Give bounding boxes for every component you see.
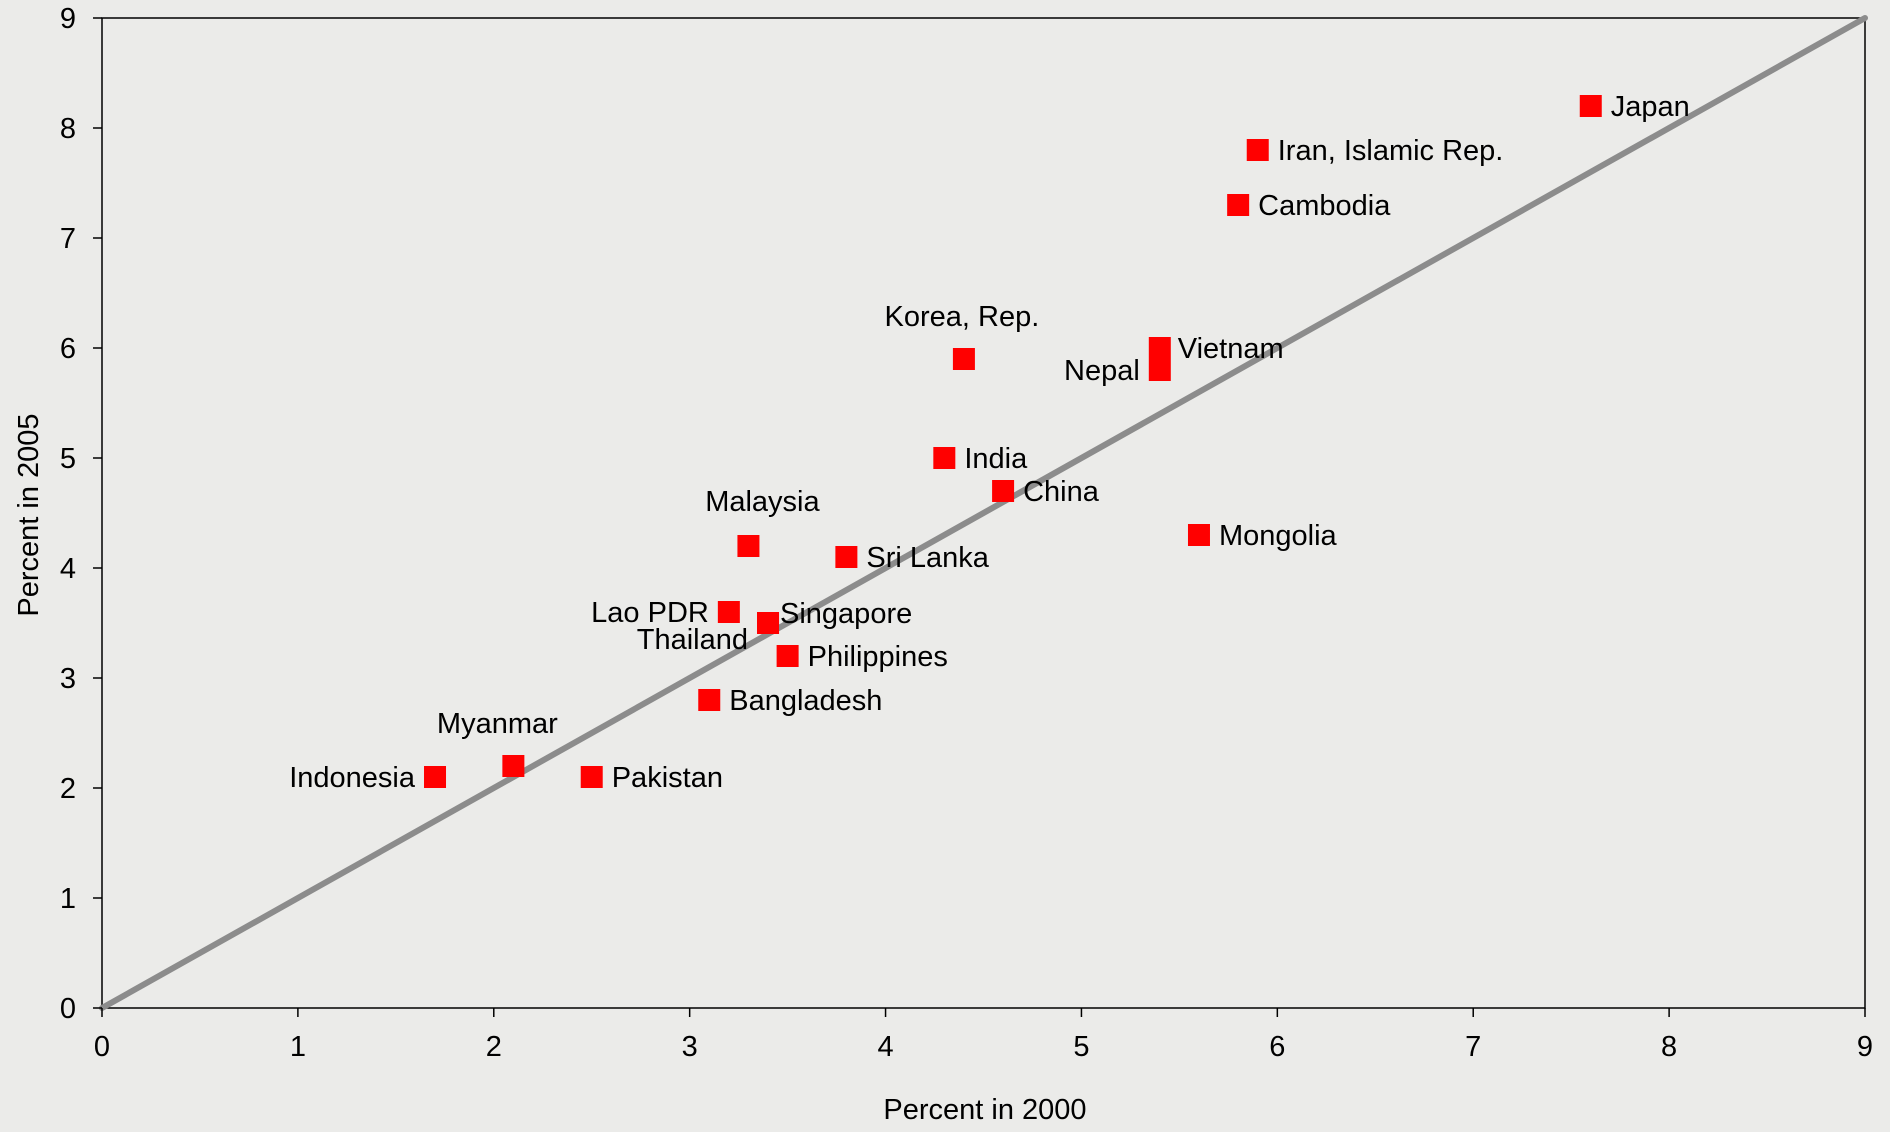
point-label: Singapore bbox=[780, 598, 912, 630]
point-label: Iran, Islamic Rep. bbox=[1278, 135, 1504, 167]
reference-line bbox=[99, 15, 1868, 1011]
data-point bbox=[717, 601, 740, 623]
data-point bbox=[1148, 359, 1171, 381]
labels-layer: Japan Iran, Islamic Rep. Cambodia Korea, Re… bbox=[289, 91, 1690, 794]
point-label: Myanmar bbox=[437, 708, 558, 740]
point-label: Pakistan bbox=[612, 762, 723, 794]
y-axis-title: Percent in 2005 bbox=[13, 413, 45, 616]
data-point bbox=[580, 766, 603, 788]
data-point bbox=[424, 766, 447, 788]
data-point bbox=[1148, 337, 1171, 359]
plot-area bbox=[101, 17, 1866, 1009]
x-tick-label: 8 bbox=[1661, 1031, 1677, 1063]
point-label: Mongolia bbox=[1219, 520, 1338, 552]
data-point bbox=[1579, 95, 1602, 117]
data-point bbox=[757, 612, 780, 634]
point-label: Vietnam bbox=[1178, 333, 1284, 365]
point-label: Philippines bbox=[808, 641, 948, 673]
points-layer bbox=[424, 95, 1602, 788]
y-tick-label: 2 bbox=[60, 773, 76, 805]
y-tick-label: 9 bbox=[60, 3, 76, 35]
data-point bbox=[776, 645, 799, 667]
x-tick-label: 2 bbox=[486, 1031, 502, 1063]
point-label: Cambodia bbox=[1258, 190, 1391, 222]
data-point bbox=[952, 348, 975, 370]
reference-line-layer bbox=[99, 15, 1868, 1011]
data-point bbox=[933, 447, 956, 469]
point-label: China bbox=[1023, 476, 1100, 508]
point-label: Bangladesh bbox=[729, 685, 882, 717]
point-label: Korea, Rep. bbox=[885, 301, 1040, 333]
y-tick-label: 0 bbox=[60, 993, 76, 1025]
axes-layer: 0 1 2 3 4 5 6 7 8 9 0 1 2 3 4 5 6 7 8 9 bbox=[60, 3, 1873, 1063]
point-label: Indonesia bbox=[289, 762, 416, 794]
x-tick-label: 1 bbox=[290, 1031, 306, 1063]
point-label: Japan bbox=[1611, 91, 1690, 123]
point-label: Thailand bbox=[637, 624, 748, 656]
plot-frame bbox=[101, 17, 1866, 1009]
data-point bbox=[1227, 194, 1250, 216]
x-axis-title: Percent in 2000 bbox=[883, 1094, 1086, 1126]
point-label: India bbox=[964, 443, 1028, 475]
x-tick-label: 7 bbox=[1465, 1031, 1481, 1063]
y-tick-label: 3 bbox=[60, 663, 76, 695]
x-tick-label: 4 bbox=[877, 1031, 893, 1063]
x-tick-label: 9 bbox=[1857, 1031, 1873, 1063]
data-point bbox=[737, 535, 760, 557]
point-label: Sri Lanka bbox=[866, 542, 989, 574]
data-point bbox=[502, 755, 525, 777]
point-label: Malaysia bbox=[705, 486, 820, 518]
data-point bbox=[1246, 139, 1269, 161]
data-point bbox=[835, 546, 858, 568]
y-tick-label: 8 bbox=[60, 113, 76, 145]
x-tick-label: 3 bbox=[682, 1031, 698, 1063]
y-tick-label: 6 bbox=[60, 333, 76, 365]
x-tick-label: 6 bbox=[1269, 1031, 1285, 1063]
y-tick-label: 1 bbox=[60, 883, 76, 915]
y-tick-label: 7 bbox=[60, 223, 76, 255]
point-label: Nepal bbox=[1064, 355, 1140, 387]
x-tick-label: 5 bbox=[1073, 1031, 1089, 1063]
point-label: Lao PDR bbox=[591, 597, 709, 629]
x-tick-label: 0 bbox=[94, 1031, 110, 1063]
y-tick-label: 5 bbox=[60, 443, 76, 475]
data-point bbox=[1187, 524, 1210, 546]
y-tick-label: 4 bbox=[60, 553, 76, 585]
data-point bbox=[992, 480, 1015, 502]
data-point bbox=[698, 689, 721, 711]
